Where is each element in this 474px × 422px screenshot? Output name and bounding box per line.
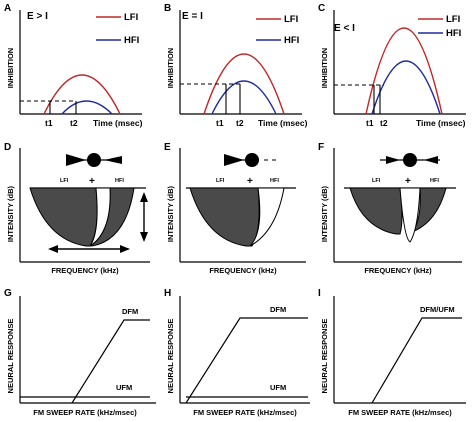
x-axis-label-g: FM SWEEP RATE (kHz/msec) <box>33 408 137 417</box>
panel-b: B E = I INHIBITION t1 t2 Time (msec) LFI… <box>164 3 308 128</box>
ufm-label-h: UFM <box>270 383 286 392</box>
x-axis-label-b: Time (msec) <box>258 118 308 128</box>
legend-lfi-a: LFI <box>124 12 138 23</box>
t2-label-b: t2 <box>236 118 244 128</box>
dfm-ufm-line-i <box>371 317 462 404</box>
hfi-label-e: HFI <box>270 178 279 184</box>
panel-letter-f: F <box>318 142 324 153</box>
x-axis-label-i: FM SWEEP RATE (kHz/msec) <box>348 408 452 417</box>
lfi-label-e: LFI <box>216 178 225 184</box>
panel-i: I NEURAL RESPONSE DFM/UFM FM SWEEP RATE … <box>318 288 466 417</box>
x-axis-label-e: FREQUENCY (kHz) <box>209 266 277 275</box>
panel-letter-b: B <box>164 3 171 14</box>
lfi-curve-a <box>43 74 121 115</box>
y-axis-label-b: INHIBITION <box>166 48 175 88</box>
y-axis-label-i: NEURAL RESPONSE <box>320 319 329 394</box>
neuron-icon-f <box>403 153 417 167</box>
condition-label-c: E < I <box>334 23 355 34</box>
t2-label-c: t2 <box>380 118 388 128</box>
panel-letter-c: C <box>318 3 325 14</box>
panel-letter-g: G <box>4 288 12 299</box>
hfi-label-f: HFI <box>430 178 439 184</box>
legend-lfi-b: LFI <box>284 14 298 25</box>
hfi-label-d: HFI <box>115 178 124 184</box>
panel-h: H NEURAL RESPONSE DFM UFM FM SWEEP RATE … <box>164 288 310 417</box>
excitatory-area-d <box>89 187 111 247</box>
lfi-label-d: LFI <box>60 178 69 184</box>
x-axis-label-c: Time (msec) <box>416 118 466 128</box>
dfm-line-h <box>185 317 308 404</box>
lfi-curve-c <box>365 27 443 115</box>
t1-label-a: t1 <box>45 118 53 128</box>
hfi-input-arrow-f <box>424 156 438 164</box>
dfm-ufm-label-i: DFM/UFM <box>420 305 455 314</box>
y-axis-label-h: NEURAL RESPONSE <box>166 319 175 394</box>
neuron-icon-d <box>87 153 101 167</box>
panel-letter-a: A <box>4 3 11 14</box>
arrowhead-right-d <box>120 245 130 253</box>
arrowhead-up-d <box>140 192 148 202</box>
plus-sign-d: + <box>89 176 95 187</box>
x-axis-label-d: FREQUENCY (kHz) <box>51 266 119 275</box>
y-axis-label-e: INTENSITY (dB) <box>166 185 175 242</box>
legend-hfi-a: HFI <box>124 35 139 46</box>
hfi-input-arrow-d <box>104 156 122 164</box>
panel-d: D INTENSITY (dB) LFI + HFI FREQUENCY (kH… <box>4 142 150 275</box>
panel-f: F INTENSITY (dB) LFI + HFI FREQUENCY (kH… <box>318 142 462 275</box>
t1-label-c: t1 <box>366 118 374 128</box>
condition-label-a: E > I <box>27 11 48 22</box>
y-axis-label-c: INHIBITION <box>320 48 329 88</box>
y-axis-label-a: INHIBITION <box>6 48 15 88</box>
panel-letter-h: H <box>164 288 171 299</box>
panel-letter-e: E <box>164 142 171 153</box>
excitatory-area-e <box>249 187 285 247</box>
lfi-input-arrow-e <box>224 154 244 166</box>
t2-label-a: t2 <box>70 118 78 128</box>
lfi-area-f <box>349 187 403 235</box>
legend-lfi-c: LFI <box>446 14 460 25</box>
legend-hfi-c: HFI <box>446 28 461 39</box>
panel-g: G NEURAL RESPONSE DFM UFM FM SWEEP RATE … <box>4 288 156 417</box>
dfm-label-h: DFM <box>270 305 286 314</box>
x-axis-label-h: FM SWEEP RATE (kHz/msec) <box>193 408 297 417</box>
legend-hfi-b: HFI <box>284 35 299 46</box>
lfi-input-arrow-d <box>66 154 86 166</box>
y-axis-label-g: NEURAL RESPONSE <box>6 319 15 394</box>
neuron-icon-e <box>245 153 259 167</box>
excitatory-area-f <box>399 187 421 243</box>
lfi-area-e <box>189 187 260 247</box>
x-axis-label-f: FREQUENCY (kHz) <box>364 266 432 275</box>
arrowhead-left-d <box>48 245 58 253</box>
x-axis-label-a: Time (msec) <box>93 118 143 128</box>
lfi-area-d <box>29 187 98 247</box>
lfi-input-arrow-f <box>386 156 400 164</box>
hfi-curve-b <box>211 80 277 115</box>
y-axis-label-d: INTENSITY (dB) <box>6 185 15 242</box>
panel-c: C E < I INHIBITION t1 t2 Time (msec) LFI… <box>318 3 466 128</box>
ufm-label-g: UFM <box>116 383 132 392</box>
hfi-curve-a <box>61 100 113 115</box>
condition-label-b: E = I <box>182 11 203 22</box>
dfm-label-g: DFM <box>122 307 138 316</box>
panel-e: E INTENSITY (dB) LFI + HFI FREQUENCY (kH… <box>164 142 306 275</box>
plus-sign-f: + <box>405 176 411 187</box>
dfm-line-g <box>71 319 150 404</box>
t1-label-b: t1 <box>216 118 224 128</box>
y-axis-label-f: INTENSITY (dB) <box>320 185 329 242</box>
panel-a: A E > I INHIBITION t1 t2 Time (msec) LFI… <box>4 3 143 128</box>
plus-sign-e: + <box>247 176 253 187</box>
lfi-label-f: LFI <box>372 178 381 184</box>
arrowhead-down-d <box>140 232 148 242</box>
panel-letter-i: I <box>318 288 321 299</box>
panel-letter-d: D <box>4 142 11 153</box>
lfi-curve-b <box>203 53 285 115</box>
